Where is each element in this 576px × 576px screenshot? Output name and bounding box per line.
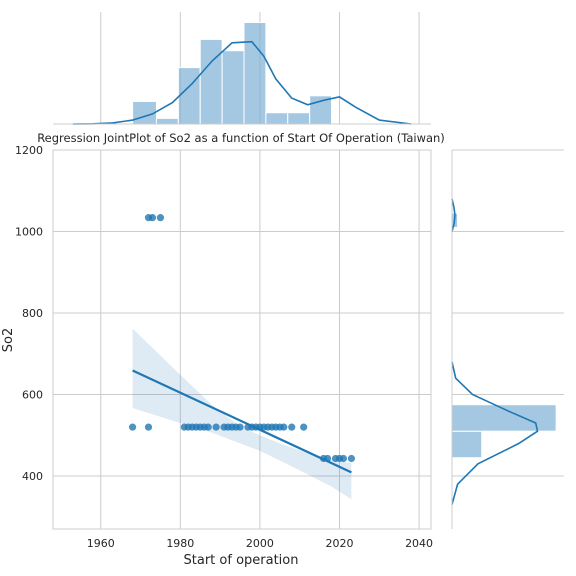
x-tick-label: 2020 <box>325 537 353 550</box>
y-histogram-bar <box>451 430 483 459</box>
scatter-point <box>148 214 157 222</box>
scatter-point <box>347 454 356 463</box>
scatter-point <box>288 423 296 431</box>
y-axis-label: So2 <box>1 328 16 352</box>
scatter-point <box>280 423 288 431</box>
scatter-point <box>204 423 212 431</box>
x-histogram-bar <box>132 100 157 125</box>
x-histogram-bar <box>287 112 311 125</box>
y-tick-label: 800 <box>22 307 43 320</box>
scatter-point <box>156 214 165 222</box>
regression-line <box>132 369 352 474</box>
plot-frame <box>52 149 432 530</box>
x-histogram-bar <box>199 38 223 125</box>
y-tick-label: 1000 <box>15 226 43 239</box>
scatter-point <box>236 423 244 431</box>
x-axis-label: Start of operation <box>184 553 299 568</box>
x-tick-label: 1960 <box>87 537 115 550</box>
y-tick-label: 1200 <box>15 144 43 157</box>
x-histogram-bar <box>177 67 201 125</box>
top-marginal-axes <box>53 12 431 125</box>
x-histogram-bar <box>265 112 289 125</box>
scatter-point <box>144 423 153 431</box>
scatter-point <box>212 423 220 431</box>
x-histogram-bar <box>243 22 267 125</box>
x-histogram-bar <box>155 117 179 125</box>
x-histogram-bar <box>221 50 245 125</box>
x-tick-label: 2000 <box>246 537 274 550</box>
confidence-band <box>132 328 352 500</box>
main-scatter-axes: 1960 1980 2000 2020 2040 400 600 800 1000 1200 <box>15 144 433 550</box>
scatter-point <box>128 423 137 431</box>
scatter-point <box>300 423 308 431</box>
scatter-point <box>339 454 348 463</box>
y-tick-label: 600 <box>22 389 43 402</box>
y-tick-label: 400 <box>22 470 43 483</box>
chart-title: Regression JointPlot of So2 as a functio… <box>37 131 445 145</box>
right-marginal-axes <box>451 149 564 529</box>
x-tick-label: 2040 <box>405 537 433 550</box>
x-kde-curve <box>72 40 412 125</box>
y-kde-curve <box>451 198 539 505</box>
x-tick-label: 1980 <box>166 537 194 550</box>
plot-background <box>53 150 431 529</box>
